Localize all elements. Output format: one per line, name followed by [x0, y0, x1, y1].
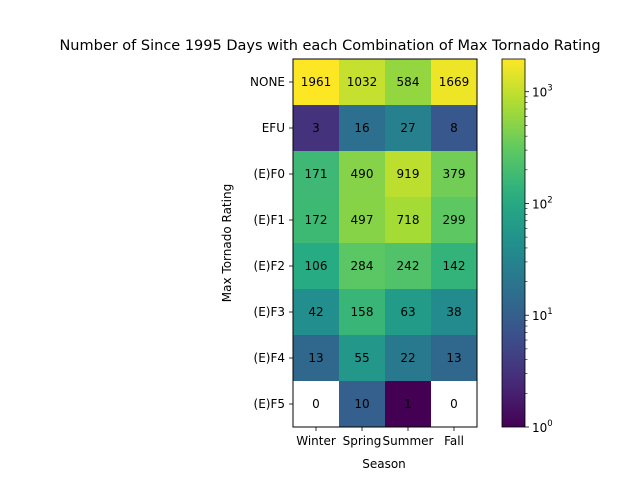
colorbar-gradient: [501, 58, 526, 428]
y-axis-label: Max Tornado Rating: [220, 184, 234, 302]
y-tick-label: (E)F5: [254, 397, 285, 411]
cell-value-label: 490: [351, 167, 374, 181]
cell-value-label: 299: [443, 213, 466, 227]
colorbar-tick-label: 101: [532, 307, 553, 323]
heatmap-cell: [385, 335, 431, 381]
x-tick-label: Winter: [296, 434, 336, 448]
heatmap-cell: [385, 243, 431, 289]
cell-value-label: 13: [446, 351, 461, 365]
cell-value-label: 919: [397, 167, 420, 181]
heatmap-cell: [431, 151, 477, 197]
x-axis: Winter Spring Summer Fall: [296, 427, 464, 448]
cell-value-label: 63: [400, 305, 415, 319]
cell-value-label: 584: [397, 75, 420, 89]
cell-value-label: 242: [397, 259, 420, 273]
heatmap-cell: [293, 105, 339, 151]
y-tick-label: EFU: [262, 121, 285, 135]
cell-value-label: 1669: [439, 75, 470, 89]
cell-value-label: 172: [305, 213, 328, 227]
heatmap-cell: [339, 381, 385, 427]
heatmap-cell: [431, 243, 477, 289]
heatmap-cell: [385, 105, 431, 151]
y-tick-label: (E)F3: [254, 305, 285, 319]
heatmap-cell: [293, 197, 339, 243]
heatmap-cell: [431, 289, 477, 335]
heatmap-cell: [293, 381, 339, 427]
cell-value-label: 1961: [301, 75, 332, 89]
cell-value-label: 38: [446, 305, 461, 319]
y-tick-label: (E)F0: [254, 167, 285, 181]
heatmap-cell: [293, 59, 339, 105]
heatmap-cell: [293, 289, 339, 335]
colorbar-tick-label: 102: [532, 195, 553, 211]
cell-value-label: 3: [312, 121, 320, 135]
heatmap-cell: [385, 59, 431, 105]
heatmap-cell: [431, 381, 477, 427]
x-axis-label: Season: [362, 457, 406, 471]
cell-value-label: 106: [305, 259, 328, 273]
x-tick-label: Spring: [343, 434, 382, 448]
heatmap-cells: 1961 1032 584 1669 3 16 27 8 171 490 919 379 172 497 7…: [293, 59, 477, 427]
heatmap-cell: [431, 59, 477, 105]
heatmap-cell: [431, 335, 477, 381]
heatmap-cell: [339, 335, 385, 381]
heatmap-cell: [385, 381, 431, 427]
y-tick-label: NONE: [250, 75, 285, 89]
heatmap-cell: [431, 197, 477, 243]
x-tick-label: Fall: [444, 434, 464, 448]
cell-value-label: 497: [351, 213, 374, 227]
y-tick-label: (E)F1: [254, 213, 285, 227]
y-tick-label: (E)F2: [254, 259, 285, 273]
cell-value-label: 284: [351, 259, 374, 273]
chart-title: Number of Since 1995 Days with each Comb…: [59, 38, 600, 54]
cell-value-label: 42: [308, 305, 323, 319]
colorbar-tick-label: 103: [532, 84, 553, 100]
y-tick-label: (E)F4: [254, 351, 285, 365]
cell-value-label: 16: [354, 121, 369, 135]
cell-value-label: 10: [354, 397, 369, 411]
cell-value-label: 158: [351, 305, 374, 319]
cell-value-label: 8: [450, 121, 458, 135]
heatmap-cell: [339, 151, 385, 197]
heatmap-cell: [385, 151, 431, 197]
heatmap-cell: [385, 197, 431, 243]
heatmap-cell: [339, 243, 385, 289]
axes-frame: [292, 58, 478, 428]
heatmap-cell: [385, 289, 431, 335]
heatmap-cell: [293, 243, 339, 289]
colorbar-tick-label: 100: [532, 419, 553, 435]
cell-value-label: 22: [400, 351, 415, 365]
colorbar: 100 101 102 103: [501, 58, 553, 435]
heatmap-cell: [293, 335, 339, 381]
heatmap-cell: [339, 197, 385, 243]
cell-value-label: 142: [443, 259, 466, 273]
heatmap-cell: [339, 289, 385, 335]
cell-value-label: 55: [354, 351, 369, 365]
cell-value-label: 379: [443, 167, 466, 181]
cell-value-label: 27: [400, 121, 415, 135]
heatmap-cell: [339, 59, 385, 105]
cell-value-label: 0: [312, 397, 320, 411]
y-axis: NONE EFU (E)F0 (E)F1 (E)F2 (E)F3 (E)F4 (E)F5: [250, 75, 293, 411]
cell-value-label: 13: [308, 351, 323, 365]
heatmap-cell: [431, 105, 477, 151]
cell-value-label: 1: [404, 397, 412, 411]
heatmap-cell: [339, 105, 385, 151]
x-tick-label: Summer: [383, 434, 434, 448]
heatmap-cell: [293, 151, 339, 197]
cell-value-label: 1032: [347, 75, 378, 89]
cell-value-label: 718: [397, 213, 420, 227]
cell-value-label: 0: [450, 397, 458, 411]
cell-value-label: 171: [305, 167, 328, 181]
